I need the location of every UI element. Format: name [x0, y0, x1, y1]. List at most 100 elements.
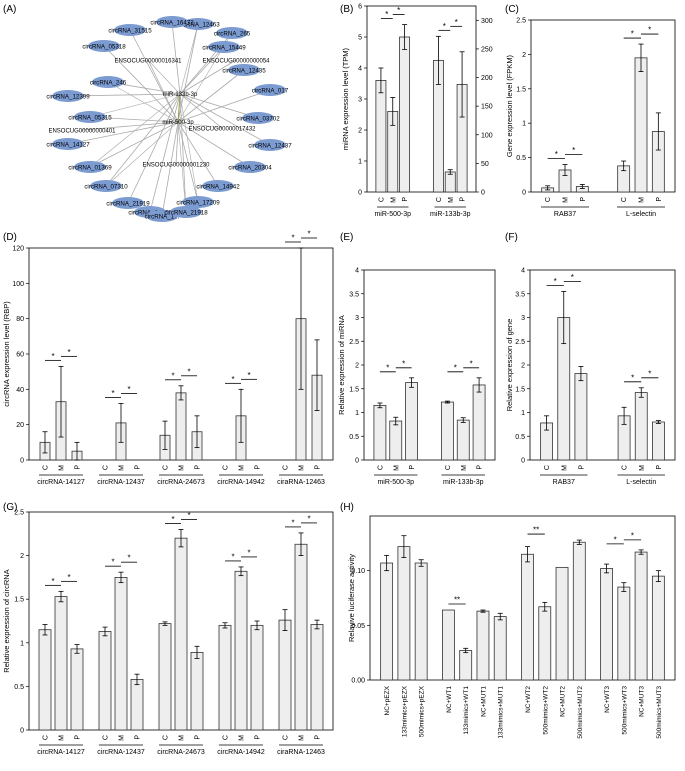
x-tick-label: P [255, 735, 262, 740]
x-tick-label: M [639, 465, 646, 471]
sig-star: * [111, 558, 114, 567]
bar-nc-wt2 [521, 553, 534, 681]
sig-star: * [648, 26, 651, 35]
sig-star: * [171, 515, 174, 524]
y-tick-label: 1.5 [349, 386, 359, 393]
sig-star: * [127, 385, 130, 394]
bar-m [634, 57, 648, 193]
sig-star: * [247, 548, 250, 557]
y-tick-label: 2 [522, 52, 526, 59]
chart-panel-e: 0 0.5 1 1.5 2 2.5 3 3.5 4 Relative expression of … [337, 268, 496, 486]
x-tick-label: M [239, 465, 246, 471]
sig-star: * [307, 514, 310, 523]
bar-p [310, 624, 324, 731]
group-label-circrna-14127: circRNA-14127 [37, 749, 85, 756]
network-edge [89, 93, 181, 168]
y-tick-label: 1 [358, 159, 362, 166]
network-edge [177, 121, 187, 213]
y-tick-label: 20 [16, 422, 24, 429]
network-node-label: circRNA_12399 [46, 94, 90, 101]
sig-star: * [554, 277, 557, 286]
bar-c [218, 624, 232, 731]
x-tick-label: C [103, 735, 110, 740]
bar-p [405, 382, 418, 461]
sig-star: * [631, 30, 634, 39]
group-label-circrna-24673: circRNA-24673 [157, 749, 205, 756]
x-tick-label: P [195, 735, 202, 740]
network-node-label: ENSOCUG00000016341 [114, 59, 182, 65]
x-tick-label: C [544, 465, 551, 470]
y-tick-label: 60 [16, 352, 24, 359]
network-node-circrna-17209 [182, 196, 214, 208]
x-tick-label: C [377, 465, 384, 470]
x-tick-label: M [461, 465, 468, 471]
x-tick-label: P [315, 465, 322, 470]
sig-star: * [187, 511, 190, 520]
y-right-tick-label: 250 [481, 46, 493, 53]
bar-p [70, 648, 84, 731]
panel-label-d: (D) [3, 232, 17, 243]
x-tick-label: P [135, 465, 142, 470]
panel-label-b: (B) [340, 4, 353, 15]
network-node-label: circRNA_12435 [222, 68, 266, 75]
y-axis-label: Relative expression of miRNA [337, 315, 346, 415]
bar-500mimics-wt3 [617, 586, 631, 681]
y-tick-label: 4 [358, 66, 362, 73]
network-node-circrna-12399 [52, 90, 84, 102]
bar-nc-mut1 [476, 610, 490, 681]
x-tick-label: M [59, 465, 66, 471]
x-tick-label: M [390, 197, 397, 203]
network-node-label: circRNA_20304 [228, 165, 272, 172]
network-edge [177, 23, 199, 123]
bar-p [574, 373, 588, 461]
network-node-circrna-20304 [234, 161, 266, 173]
y-tick-label: 3 [521, 315, 525, 322]
network-node-circrna-05315 [74, 111, 106, 123]
network-node-label: circRNA_05315 [68, 115, 112, 122]
group-label-l-selectin: L-selectin [626, 211, 656, 218]
network-edge [107, 81, 179, 123]
y-axis-label: Relayive luciferase activity [347, 554, 356, 642]
x-tick-label: M [563, 197, 570, 203]
bar-133mimics-wt1 [459, 650, 473, 681]
group-label-mir-500-3p: miR-500-3p [377, 479, 414, 486]
panel-label-f: (F) [505, 232, 518, 243]
network-edge [179, 23, 199, 95]
network-edge [81, 121, 179, 131]
bar-m [174, 537, 188, 731]
chart-panel-c: 0 0.5 1 1.5 2 2.5 Gene expression level (FPKM)… [505, 18, 676, 218]
network-edge [149, 93, 181, 213]
x-tick-label: M [179, 735, 186, 741]
network-node-label: circRNA_15449 [202, 45, 246, 52]
y-tick-label: 2 [521, 363, 525, 370]
y-tick-label: 0.10 [351, 568, 365, 575]
network-node-label: ENSOCUG00000017432 [188, 127, 256, 133]
network-edge [177, 69, 245, 123]
x-tick-label: M [561, 465, 568, 471]
bar-m [234, 570, 248, 731]
sig-star: * [171, 371, 174, 380]
y-tick-label: 0.5 [515, 434, 525, 441]
x-tick-label: 500mimics+pEZX [419, 685, 426, 737]
x-tick-label: M [239, 735, 246, 741]
group-label-mir-133b-3p: miR-133b-3p [430, 211, 471, 218]
bar-nc-wt3 [600, 568, 613, 681]
y-tick-label: 1 [20, 640, 24, 647]
x-tick-label: P [460, 197, 467, 202]
network-node-circrna-12435 [228, 64, 260, 76]
bar-133mimics-pezx [397, 546, 411, 681]
network-node-label: ENSOCUG00000001230 [142, 163, 210, 169]
y-axis-label: Gene expression level (FPKM) [505, 54, 514, 157]
network-node-label: circRNA_14942 [196, 184, 240, 191]
y-tick-label: 1 [355, 410, 359, 417]
sig-star: * [397, 6, 400, 15]
network-edge [67, 93, 181, 97]
sig-star: * [67, 348, 70, 357]
bar-m [634, 392, 648, 461]
network-node-label: circRNA_17209 [176, 200, 220, 207]
x-tick-label: 133mimics+pEZX [401, 685, 408, 737]
network-node-label: circRNA_21918 [164, 210, 208, 217]
x-tick-label: C [283, 465, 290, 470]
x-tick-label: 133mimics+WT1 [463, 686, 470, 735]
